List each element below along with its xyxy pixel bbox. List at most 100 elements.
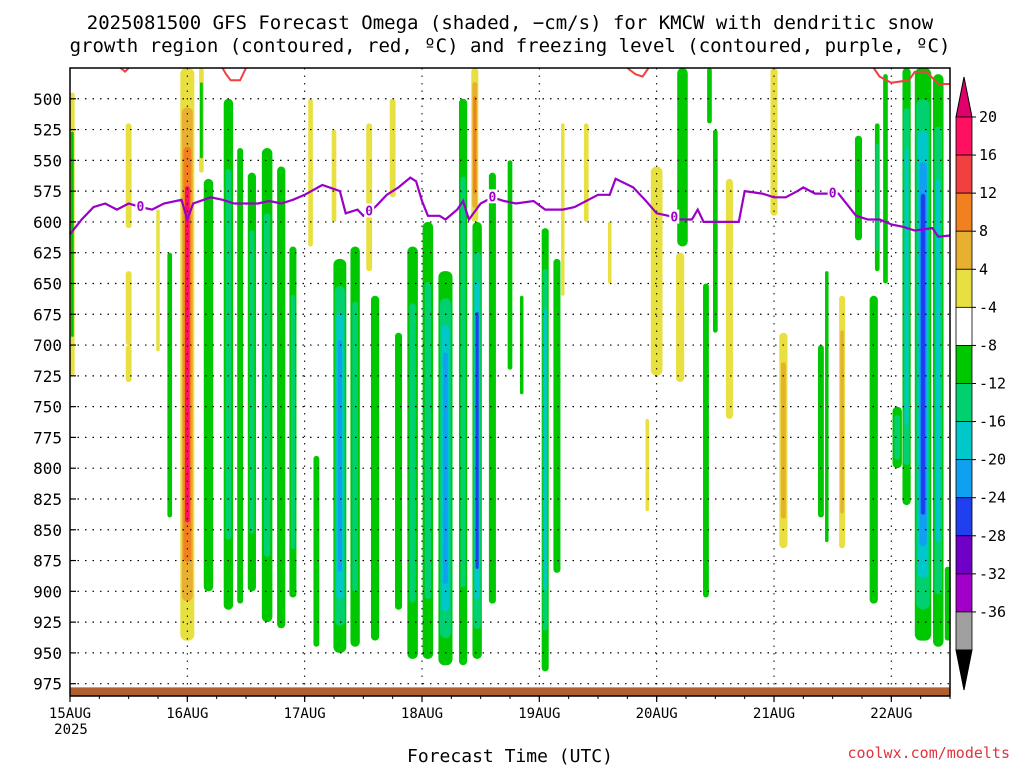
omega-cell-37-0 [607, 221, 612, 284]
colorbar-tick-label-7: -12 [979, 375, 1006, 393]
omega-cell-4-0 [156, 209, 160, 352]
ytick-label-6: 650 [33, 274, 62, 293]
ytick-label-9: 725 [33, 367, 62, 386]
colorbar-tick-label-4: 4 [979, 260, 988, 278]
freezing-label-bg-2 [487, 189, 498, 204]
colorbar-band-13 [955, 611, 973, 651]
omega-cell-59-0 [944, 566, 951, 641]
dgz-contour-1 [221, 67, 247, 82]
xtick-label-4: 19AUG [518, 706, 560, 722]
ytick-label-1: 525 [33, 121, 62, 140]
x-axis-label: Forecast Time (UTC) [407, 746, 613, 767]
omega-cell-41-0 [676, 252, 685, 382]
colorbar-band-10 [955, 497, 973, 537]
surface-layer [70, 687, 950, 696]
colorbar-band-2 [955, 192, 973, 232]
colorbar: 20 16 12 8 4 -4 -8 -12 -16 -20 -24 -28 -32 -36 [955, 76, 1006, 691]
omega-cell-36-0 [583, 123, 589, 222]
colorbar-tick-label-11: -28 [979, 527, 1006, 545]
omega-cell-49-0 [825, 271, 829, 543]
omega-shading [70, 68, 951, 672]
omega-cell-16-0 [313, 455, 320, 647]
freezing-label-0: 0 [136, 200, 144, 215]
freezing-level-line [69, 176, 951, 238]
omega-cell-33-2 [543, 309, 547, 591]
colorbar-band-9 [955, 459, 973, 499]
omega-cell-31-0 [507, 160, 513, 370]
colorbar-tick-label-1: 16 [979, 146, 997, 164]
omega-cell-40-0 [677, 68, 688, 247]
ytick-label-14: 850 [33, 521, 62, 540]
omega-cell-58-2 [936, 179, 941, 542]
omega-cell-34-0 [553, 258, 561, 573]
omega-cell-42-0 [703, 283, 709, 598]
colorbar-tick-label-9: -20 [979, 451, 1006, 469]
omega-cell-32-0 [519, 295, 524, 395]
colorbar-band-3 [955, 230, 973, 270]
credit-link[interactable]: coolwx.com/modelts [847, 744, 1010, 762]
omega-cell-45-0 [725, 178, 733, 419]
ytick-label-0: 500 [33, 90, 62, 109]
xtick-label-2: 17AUG [284, 706, 326, 722]
xtick-label-1: 16AUG [166, 706, 208, 722]
ytick-label-11: 775 [33, 428, 62, 447]
ytick-label-19: 975 [33, 675, 62, 694]
omega-cell-54-0 [883, 74, 888, 284]
omega-cell-9-1 [225, 169, 232, 540]
omega-cell-12-1 [263, 213, 271, 557]
colorbar-band-1 [955, 154, 973, 194]
colorbar-bottom-arrow [955, 649, 973, 691]
xtick-label-5: 20AUG [636, 706, 678, 722]
colorbar-band-5 [955, 306, 973, 346]
omega-cell-17-0 [331, 129, 337, 222]
omega-cell-29-3 [475, 312, 479, 569]
omega-cell-1-0 [125, 123, 132, 229]
omega-cell-28-2 [473, 96, 477, 194]
ytick-label-4: 600 [33, 213, 62, 232]
ytick-label-12: 800 [33, 459, 62, 478]
colorbar-band-4 [955, 268, 973, 308]
ytick-label-3: 575 [33, 182, 62, 201]
colorbar-top-arrow [955, 76, 973, 118]
ytick-label-18: 950 [33, 644, 62, 663]
freezing-label-3: 0 [670, 211, 678, 226]
surface-band [70, 687, 950, 696]
ytick-label-13: 825 [33, 490, 62, 509]
omega-cell-20-0 [366, 123, 373, 272]
omega-cell-51-0 [854, 135, 862, 241]
omega-cell-14-1 [290, 294, 296, 550]
omega-cell-7-1 [200, 82, 203, 159]
omega-cell-39-0 [645, 418, 650, 512]
dgz-contour-3 [872, 67, 950, 85]
colorbar-tick-label-2: 12 [979, 184, 997, 202]
freezing-label-bg-3 [669, 209, 680, 224]
colorbar-tick-label-8: -16 [979, 413, 1006, 431]
colorbar-band-12 [955, 573, 973, 613]
omega-cell-23-0 [395, 332, 403, 610]
omega-cell-44-0 [707, 68, 712, 124]
omega-cell-11-1 [249, 230, 255, 534]
omega-cell-5-0 [167, 252, 173, 518]
colorbar-band-0 [955, 116, 973, 156]
colorbar-tick-label-0: 20 [979, 108, 997, 126]
omega-cell-22-0 [389, 98, 396, 198]
freezing-label-1: 0 [365, 204, 373, 219]
omega-cell-10-0 [237, 148, 244, 604]
omega-cell-8-0 [203, 178, 214, 592]
xtick-label-3: 18AUG [401, 706, 443, 722]
omega-cell-47-1 [780, 362, 786, 519]
omega-cell-55-1 [894, 415, 901, 460]
freezing-label-4: 0 [829, 187, 837, 202]
chart-title-line-2: growth region (contoured, red, ºC) and f… [70, 35, 951, 57]
omega-cell-46-0 [770, 68, 778, 216]
omega-cell-24-1 [409, 303, 416, 603]
colorbar-tick-label-13: -36 [979, 603, 1006, 621]
xtick-label-6: 21AUG [753, 706, 795, 722]
dgz-contour-0 [119, 67, 130, 74]
ytick-label-15: 875 [33, 552, 62, 571]
omega-cell-52-0 [869, 295, 878, 604]
xtick-label-0: 15AUG [49, 706, 91, 722]
colorbar-band-8 [955, 421, 973, 461]
colorbar-band-6 [955, 345, 973, 384]
